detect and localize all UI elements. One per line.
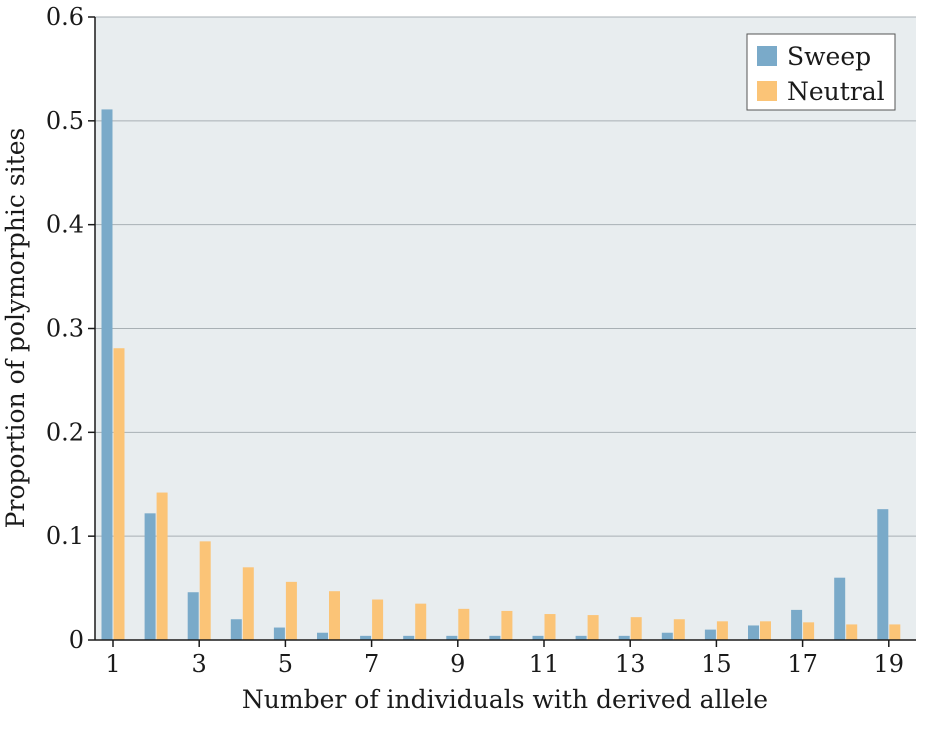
bar-neutral xyxy=(286,582,297,640)
bar-sweep xyxy=(662,633,673,640)
bar-neutral xyxy=(717,621,728,640)
bar-neutral xyxy=(200,541,211,640)
y-ticks: 0 0.1 0.2 0.3 0.4 0.5 0.6 xyxy=(46,3,95,654)
bar-sweep xyxy=(791,610,802,640)
bar-sweep xyxy=(748,625,759,640)
legend-label-neutral: Neutral xyxy=(787,77,885,106)
x-tick-label: 1 xyxy=(105,650,120,678)
bar-neutral xyxy=(631,617,642,640)
y-axis-title: Proportion of polymorphic sites xyxy=(1,128,30,529)
bar-neutral xyxy=(372,600,383,640)
legend-label-sweep: Sweep xyxy=(787,42,871,71)
bar-neutral xyxy=(501,611,512,640)
bar-neutral xyxy=(588,615,599,640)
x-axis-title: Number of individuals with derived allel… xyxy=(242,685,768,714)
bar-neutral xyxy=(674,619,685,640)
bar-sweep xyxy=(317,633,328,640)
bar-neutral xyxy=(545,614,556,640)
x-tick-label: 15 xyxy=(701,650,732,678)
y-tick-label: 0.4 xyxy=(46,211,84,239)
bar-sweep xyxy=(274,628,285,640)
bar-neutral xyxy=(415,604,426,640)
y-tick-label: 0.3 xyxy=(46,315,84,343)
bar-sweep xyxy=(834,578,845,640)
bar-sweep xyxy=(877,509,888,640)
bar-sweep xyxy=(705,630,716,640)
y-tick-label: 0.6 xyxy=(46,3,84,31)
bar-neutral xyxy=(803,622,814,640)
bar-neutral xyxy=(458,609,469,640)
bar-neutral xyxy=(114,348,125,640)
legend-swatch-neutral xyxy=(757,81,777,101)
y-tick-label: 0.1 xyxy=(46,522,84,550)
legend: Sweep Neutral xyxy=(747,34,895,110)
x-tick-label: 19 xyxy=(874,650,905,678)
bar-neutral xyxy=(846,624,857,640)
y-tick-label: 0.2 xyxy=(46,418,84,446)
x-ticks: 1 3 5 7 9 11 13 15 17 19 xyxy=(105,640,904,678)
bar-sweep xyxy=(188,592,199,640)
bar-sweep xyxy=(231,619,242,640)
x-tick-label: 9 xyxy=(450,650,465,678)
x-tick-label: 13 xyxy=(615,650,646,678)
bar-sweep xyxy=(102,109,113,640)
bar-neutral xyxy=(329,591,340,640)
y-tick-label: 0 xyxy=(69,626,84,654)
x-tick-label: 11 xyxy=(529,650,560,678)
bar-neutral xyxy=(243,567,254,640)
bar-sweep xyxy=(145,513,156,640)
bar-neutral xyxy=(760,621,771,640)
bar-neutral xyxy=(157,493,168,640)
x-tick-label: 7 xyxy=(364,650,379,678)
y-tick-label: 0.5 xyxy=(46,107,84,135)
x-tick-label: 5 xyxy=(278,650,293,678)
bar-neutral xyxy=(889,624,900,640)
x-tick-label: 17 xyxy=(787,650,818,678)
legend-swatch-sweep xyxy=(757,46,777,66)
x-tick-label: 3 xyxy=(192,650,207,678)
